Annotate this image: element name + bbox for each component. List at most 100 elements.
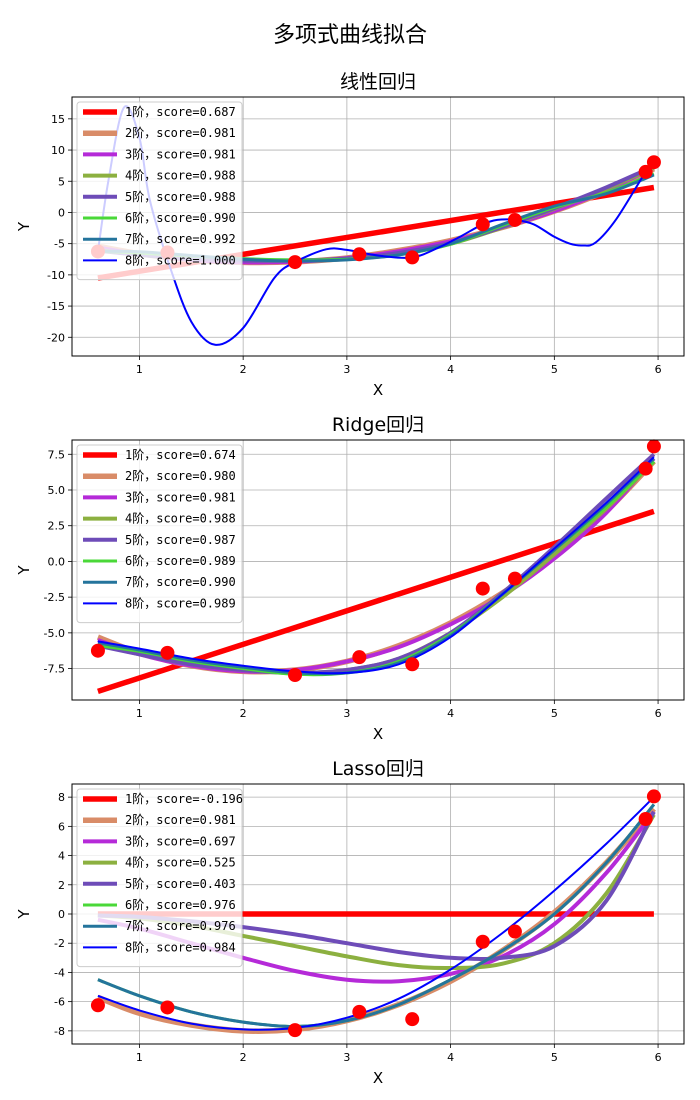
y-tick-label: 8 <box>58 791 65 804</box>
x-axis-label: X <box>373 725 383 743</box>
data-point <box>405 657 420 672</box>
legend-label: 6阶，score=0.989 <box>125 554 236 568</box>
data-point <box>352 650 367 665</box>
legend-box <box>76 101 243 281</box>
y-axis-label: Y <box>15 565 33 576</box>
data-point <box>160 1000 175 1015</box>
data-point <box>475 934 490 949</box>
data-point <box>288 1023 303 1038</box>
x-tick-label: 1 <box>136 363 143 376</box>
y-tick-label: -5.0 <box>44 627 65 640</box>
legend-label: 8阶，score=1.000 <box>125 253 236 267</box>
x-axis-label: X <box>373 1069 383 1087</box>
legend-label: 8阶，score=0.984 <box>125 940 236 954</box>
x-tick-label: 4 <box>447 707 454 720</box>
x-tick-label: 4 <box>447 1051 454 1064</box>
plot-frame <box>71 96 685 357</box>
y-axis-label: Y <box>15 909 33 920</box>
fit-curve-order-7 <box>97 803 656 1029</box>
y-tick-label: 7.5 <box>48 448 66 461</box>
legend-label: 1阶，score=0.674 <box>125 448 236 462</box>
x-tick-label: 2 <box>240 707 247 720</box>
legend-label: 6阶，score=0.990 <box>125 211 236 225</box>
x-tick-label: 6 <box>655 707 662 720</box>
x-tick-label: 5 <box>551 1051 558 1064</box>
legend-box <box>76 788 243 968</box>
legend-label: 5阶，score=0.403 <box>125 877 236 891</box>
y-tick-label: 6 <box>58 820 65 833</box>
fit-curve-order-7 <box>97 457 655 676</box>
data-point <box>288 668 303 682</box>
data-point <box>352 247 367 262</box>
data-point <box>638 461 653 476</box>
fit-curve-order-8 <box>97 456 655 675</box>
legend-label: 1阶，score=-0.196 <box>125 792 243 806</box>
y-tick-label: 2 <box>58 879 65 892</box>
x-tick-label: 6 <box>655 363 662 376</box>
x-tick-label: 4 <box>447 363 454 376</box>
legend-label: 7阶，score=0.992 <box>125 232 236 246</box>
fit-curve-order-5 <box>97 452 656 675</box>
x-tick-label: 2 <box>240 1051 247 1064</box>
y-tick-label: 10 <box>51 144 65 157</box>
y-tick-label: 5 <box>58 175 65 188</box>
y-tick-label: -2.5 <box>44 591 65 604</box>
legend-label: 3阶，score=0.981 <box>125 147 236 161</box>
y-tick-label: -2 <box>54 937 65 950</box>
legend-label: 6阶，score=0.976 <box>125 898 236 912</box>
subplot-title: Lasso回归 <box>332 758 424 780</box>
legend-label: 3阶，score=0.981 <box>125 490 236 504</box>
y-tick-label: 15 <box>51 113 65 126</box>
data-point <box>646 155 661 170</box>
x-tick-label: 5 <box>551 363 558 376</box>
legend-label: 4阶，score=0.988 <box>125 169 236 183</box>
data-point <box>638 164 653 179</box>
fit-curve-order-8 <box>97 796 655 1031</box>
x-tick-label: 5 <box>551 707 558 720</box>
data-point <box>646 439 661 454</box>
legend-label: 2阶，score=0.980 <box>125 469 236 483</box>
legend-label: 8阶，score=0.989 <box>125 596 236 610</box>
legend-label: 5阶，score=0.987 <box>125 533 236 547</box>
legend-label: 7阶，score=0.990 <box>125 575 236 589</box>
y-tick-label: -5 <box>54 238 65 251</box>
y-tick-label: -10 <box>47 269 65 282</box>
legend-label: 4阶，score=0.525 <box>125 856 236 870</box>
legend-label: 4阶，score=0.988 <box>125 512 236 526</box>
data-point <box>352 1004 367 1019</box>
data-point <box>475 217 490 232</box>
x-tick-label: 2 <box>240 363 247 376</box>
subplot-title: Ridge回归 <box>332 414 424 436</box>
data-point <box>507 212 522 227</box>
y-tick-label: 2.5 <box>48 520 66 533</box>
y-tick-label: 4 <box>58 850 65 863</box>
y-tick-label: 0 <box>58 206 65 219</box>
data-point <box>405 250 420 265</box>
subplot-lasso-regression: 1 2 3 4 5 6 -8 -6 -4 -2 0 2 4 6 8 Lasso回归 X Y 1阶，score=-0.… <box>15 758 685 1087</box>
x-tick-label: 1 <box>136 707 143 720</box>
y-tick-label: -15 <box>47 300 65 313</box>
y-tick-label: -4 <box>54 966 65 979</box>
data-point <box>160 645 175 660</box>
data-point <box>475 581 490 596</box>
legend-label: 7阶，score=0.976 <box>125 919 236 933</box>
plot-frame <box>71 439 685 701</box>
legend-label: 3阶，score=0.697 <box>125 834 236 848</box>
x-tick-label: 3 <box>343 363 350 376</box>
legend-box <box>76 444 243 624</box>
data-point <box>90 998 105 1013</box>
y-tick-label: 0.0 <box>48 555 66 568</box>
data-point <box>507 924 522 939</box>
x-tick-label: 1 <box>136 1051 143 1064</box>
legend-label: 1阶，score=0.687 <box>125 105 236 119</box>
data-point <box>405 1012 420 1027</box>
y-axis-label: Y <box>15 221 33 232</box>
figure-title: 多项式曲线拟合 <box>273 23 427 48</box>
y-tick-label: 5.0 <box>48 484 66 497</box>
y-tick-label: 0 <box>58 908 65 921</box>
subplot-ridge-regression: 1 2 3 4 5 6 -7.5 -5.0 -2.5 0.0 2.5 5.0 7.5 Ridge回归 X Y 1… <box>15 414 685 743</box>
data-point <box>90 643 105 658</box>
data-point <box>507 571 522 586</box>
data-point <box>646 789 661 804</box>
